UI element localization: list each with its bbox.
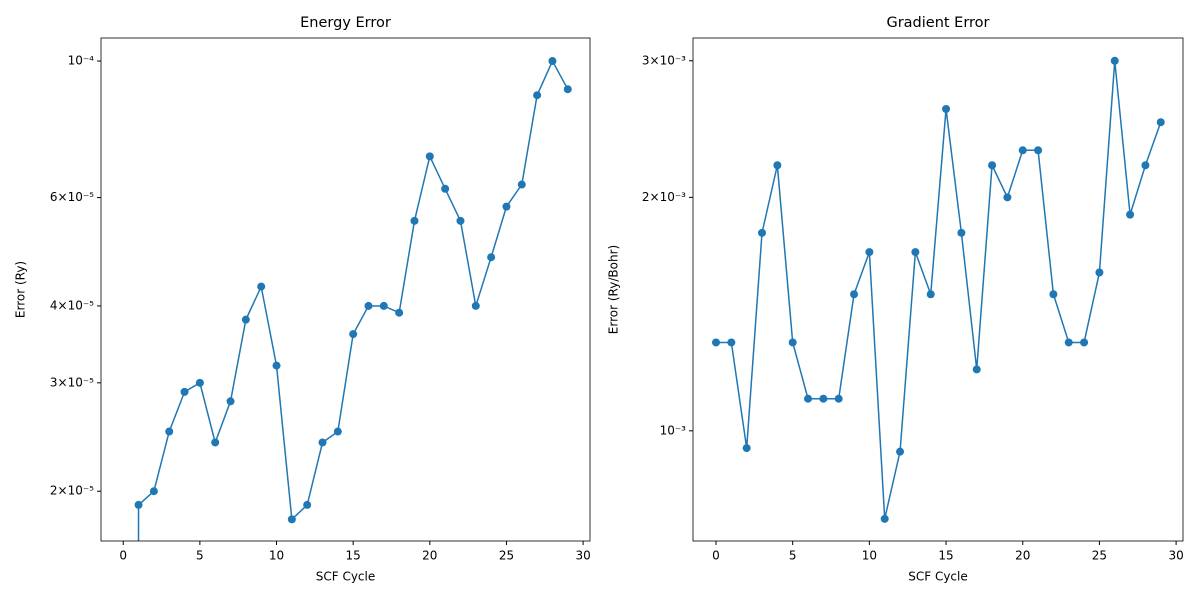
data-point: [804, 394, 813, 403]
axes: Energy Error SCF Cycle Error (Ry) 0 5 10 15 20 2…: [14, 15, 591, 584]
data-point: [988, 161, 997, 170]
data-point: [364, 301, 373, 310]
data-point: [257, 282, 266, 291]
data-line: [137, 59, 569, 541]
y-axis-label: Error (Ry): [14, 261, 28, 318]
x-tick-label: 10: [862, 549, 877, 563]
data-point: [1064, 338, 1073, 347]
x-tick-label: 15: [346, 549, 361, 563]
chart-title: Gradient Error: [886, 15, 989, 31]
data-point: [272, 361, 281, 370]
data-point: [727, 338, 736, 347]
plot-area: [712, 56, 1165, 523]
data-point: [1141, 161, 1150, 170]
data-point: [487, 253, 496, 262]
x-axis-label: SCF Cycle: [316, 570, 376, 584]
data-point: [1110, 56, 1119, 65]
x-tick-label: 25: [499, 549, 514, 563]
data-point: [548, 57, 557, 66]
data-point: [1018, 146, 1027, 155]
data-point: [911, 248, 920, 257]
data-point: [303, 500, 312, 509]
data-point: [1126, 210, 1135, 219]
data-point: [456, 216, 465, 225]
y-tick-label: 2×10⁻³: [642, 190, 686, 204]
axes: Gradient Error SCF Cycle Error (Ry/Bohr) 0 5…: [607, 15, 1184, 584]
data-point: [819, 394, 828, 403]
x-tick-label: 30: [575, 549, 590, 563]
data-point: [395, 308, 404, 317]
data-point: [410, 216, 419, 225]
data-point: [211, 438, 220, 447]
data-point: [333, 427, 342, 436]
y-tick-label: 4×10⁻⁵: [50, 298, 94, 312]
data-point: [517, 180, 526, 189]
x-tick-label: 30: [1168, 549, 1183, 563]
data-point: [850, 290, 859, 299]
y-tick-label: 2×10⁻⁵: [50, 484, 94, 498]
data-point: [1049, 290, 1058, 299]
data-point: [180, 387, 189, 396]
data-point: [896, 447, 905, 456]
data-line: [716, 60, 1162, 520]
x-tick-label: 5: [196, 549, 204, 563]
data-point: [926, 290, 935, 299]
data-point: [1034, 146, 1043, 155]
data-point: [149, 487, 158, 496]
axes-frame: [692, 37, 1184, 542]
data-point: [742, 444, 751, 453]
x-tick-label: 15: [938, 549, 953, 563]
data-point: [441, 184, 450, 193]
data-point: [425, 152, 434, 161]
x-tick-label: 25: [1092, 549, 1107, 563]
x-tick-label: 10: [269, 549, 284, 563]
x-tick-label: 0: [119, 549, 127, 563]
x-tick-label: 20: [1015, 549, 1030, 563]
data-point: [1003, 193, 1012, 202]
data-point: [471, 301, 480, 310]
x-tick-label: 20: [422, 549, 437, 563]
data-point: [865, 248, 874, 257]
data-point: [533, 91, 542, 100]
data-point: [773, 161, 782, 170]
data-point: [834, 394, 843, 403]
x-tick-label: 0: [712, 549, 720, 563]
data-point: [1095, 268, 1104, 277]
x-axis-label: SCF Cycle: [908, 570, 968, 584]
data-point: [226, 397, 235, 406]
axes-frame: [100, 37, 591, 542]
data-point: [942, 104, 951, 113]
y-axis-label: Error (Ry/Bohr): [607, 245, 621, 334]
data-point: [788, 338, 797, 347]
data-point: [880, 514, 889, 523]
data-point: [957, 228, 966, 237]
data-point: [195, 378, 204, 387]
y-tick-label: 10⁻³: [660, 423, 687, 437]
data-point: [502, 202, 511, 211]
plot-area: [134, 57, 572, 541]
data-point: [318, 438, 327, 447]
y-tick-label: 6×10⁻⁵: [50, 190, 94, 204]
data-point: [1156, 118, 1165, 127]
y-tick-label: 10⁻⁴: [68, 54, 95, 68]
data-point: [1080, 338, 1089, 347]
data-point: [349, 330, 358, 339]
data-point: [379, 301, 388, 310]
data-point: [241, 315, 250, 324]
y-tick-label: 3×10⁻⁵: [50, 375, 94, 389]
data-point: [165, 427, 174, 436]
x-tick-label: 5: [789, 549, 797, 563]
y-tick-label: 3×10⁻³: [642, 53, 686, 67]
data-point: [287, 515, 296, 524]
data-point: [563, 85, 572, 94]
data-point: [972, 365, 981, 374]
chart-title: Energy Error: [300, 15, 391, 31]
data-point: [712, 338, 721, 347]
data-point: [758, 228, 767, 237]
data-point: [134, 500, 143, 509]
